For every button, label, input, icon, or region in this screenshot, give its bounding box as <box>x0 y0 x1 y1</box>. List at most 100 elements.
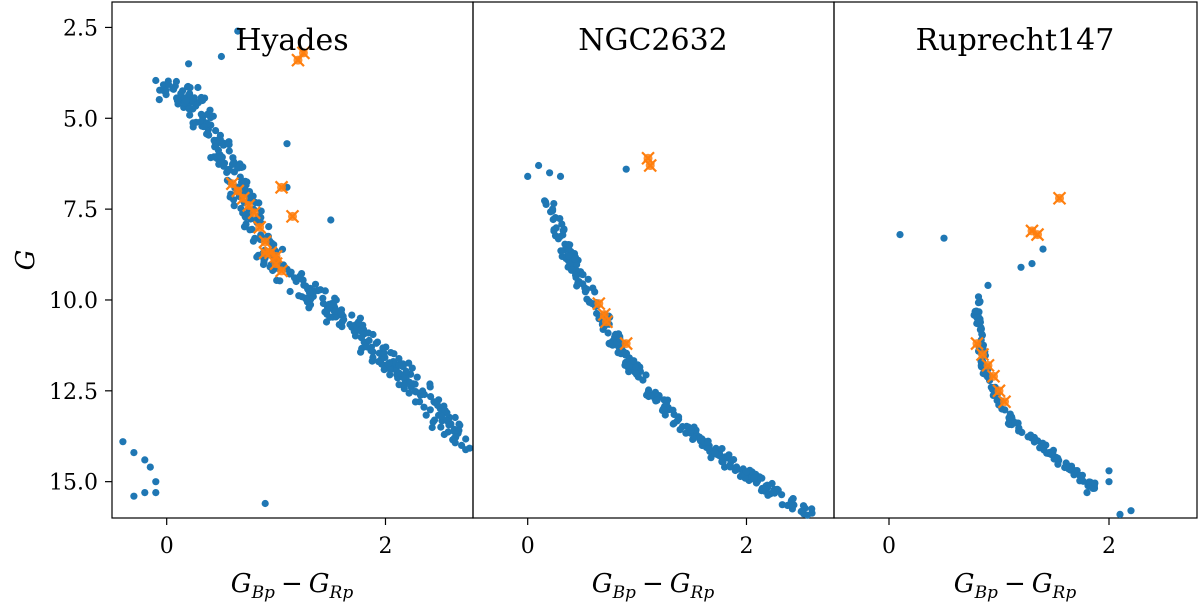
member-point <box>230 202 238 210</box>
member-point <box>705 444 713 452</box>
member-point <box>198 96 207 105</box>
member-point <box>462 446 470 454</box>
member-point <box>164 80 173 88</box>
member-point <box>337 309 345 317</box>
x-tick-label: 0 <box>160 534 174 559</box>
member-point <box>302 295 310 303</box>
member-point <box>542 200 550 208</box>
member-point <box>422 411 430 419</box>
member-point <box>727 458 735 466</box>
member-point <box>558 220 566 228</box>
member-points <box>896 231 1135 518</box>
member-point <box>726 463 734 471</box>
highlighted-points <box>225 46 311 278</box>
member-point <box>428 423 436 432</box>
highlighted-point <box>970 336 984 351</box>
member-point <box>186 111 194 119</box>
member-point <box>411 388 419 396</box>
member-point <box>411 398 420 406</box>
member-point <box>405 359 413 367</box>
highlighted-point <box>997 394 1012 409</box>
highlighted-point <box>975 347 990 362</box>
member-point <box>438 412 446 420</box>
member-point <box>405 389 413 397</box>
member-point <box>451 413 459 422</box>
member-point <box>429 418 437 426</box>
member-point <box>182 97 190 105</box>
member-point <box>718 445 726 453</box>
highlighted-point <box>231 184 245 198</box>
member-point <box>369 354 377 362</box>
y-ticks: 2.5 5.0 7.5 10.0 12.5 15.0 <box>49 16 112 496</box>
member-point <box>896 231 904 239</box>
member-point <box>185 60 193 68</box>
member-point <box>535 161 543 170</box>
member-point <box>1038 443 1047 451</box>
member-point <box>742 468 751 476</box>
y-tick-label: 10.0 <box>49 289 98 314</box>
member-point <box>225 166 233 174</box>
member-point <box>395 369 403 377</box>
member-point <box>239 163 247 171</box>
highlighted-point <box>258 245 272 260</box>
member-point <box>733 463 741 471</box>
member-point <box>311 280 320 288</box>
y-tick-label: 2.5 <box>63 16 98 41</box>
member-point <box>799 502 808 510</box>
member-point <box>146 463 154 471</box>
member-point <box>550 226 558 234</box>
member-point <box>209 112 217 120</box>
member-point <box>1105 467 1113 475</box>
highlighted-point <box>592 296 606 311</box>
member-point <box>550 200 558 208</box>
member-point <box>357 334 365 342</box>
member-point <box>253 253 261 261</box>
member-point <box>372 339 380 347</box>
member-point <box>141 489 149 497</box>
member-point <box>225 141 233 149</box>
highlighted-point <box>619 336 633 351</box>
highlighted-point <box>986 369 1001 384</box>
member-point <box>426 380 434 388</box>
member-point <box>319 294 327 302</box>
panel-title: NGC2632 <box>578 23 728 58</box>
member-point <box>462 435 470 443</box>
member-point <box>364 329 373 337</box>
member-point <box>322 318 331 326</box>
member-point <box>647 392 655 400</box>
member-point <box>1047 450 1055 458</box>
member-point <box>670 419 678 427</box>
member-point <box>789 495 797 503</box>
member-point <box>328 300 336 308</box>
member-point <box>130 492 138 500</box>
member-point <box>276 277 284 285</box>
member-point <box>402 367 410 376</box>
member-point <box>386 366 394 374</box>
y-tick-label: 5.0 <box>63 107 98 132</box>
member-point <box>589 284 597 292</box>
member-point <box>426 406 434 414</box>
member-point <box>1039 245 1047 253</box>
member-point <box>1015 424 1023 432</box>
member-point <box>210 153 218 161</box>
member-point <box>1028 260 1036 268</box>
highlighted-point <box>274 180 289 195</box>
member-point <box>759 485 767 494</box>
member-point <box>302 282 310 290</box>
highlighted-point <box>241 198 256 213</box>
x-tick-label: 0 <box>521 534 535 559</box>
member-point <box>653 396 661 404</box>
member-point <box>662 400 671 408</box>
member-point <box>190 94 198 102</box>
member-point <box>427 393 435 401</box>
member-point <box>556 172 565 180</box>
member-point <box>704 438 712 446</box>
member-point <box>172 77 180 86</box>
member-point <box>327 216 335 224</box>
member-point <box>234 27 242 35</box>
x-tick-label: 2 <box>739 534 753 559</box>
highlighted-point <box>269 249 283 264</box>
member-point <box>169 85 177 93</box>
